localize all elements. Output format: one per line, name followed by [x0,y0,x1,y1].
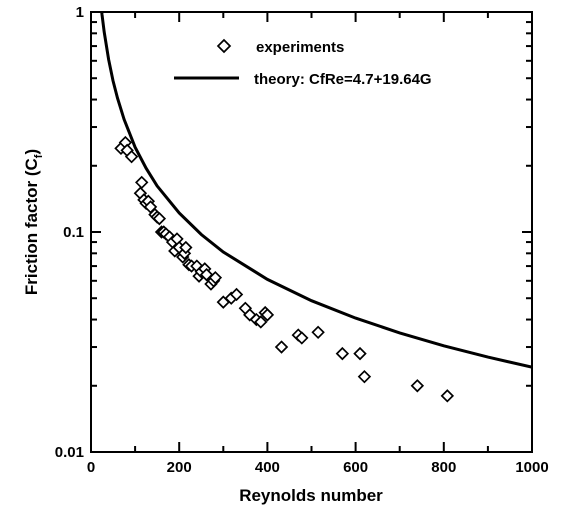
series-line-theory [100,12,532,369]
data-point-experiment [335,346,350,361]
data-point-experiment [208,270,223,285]
data-point-experiment [357,369,372,384]
y-axis-title-subscript: f [33,154,45,158]
data-point-experiment [135,175,149,190]
x-tick-label: 0 [87,459,95,476]
y-tick-label: 0.1 [63,224,84,241]
x-axis-title: Reynolds number [239,486,383,505]
y-tick-label: 1 [76,4,84,21]
data-point-experiment [260,308,275,322]
legend-label-experiments: experiments [256,39,344,56]
data-point-experiment [124,149,139,164]
legend: experiments theory: CfRe=4.7+19.64G [174,38,432,88]
plot-frame [90,11,533,453]
x-tick-label: 600 [343,459,368,476]
tick-labels: 0 200 400 600 800 1000 0.01 0.1 1 [55,4,549,476]
data-point-experiment [311,325,325,340]
y-tick-label: 0.01 [55,444,84,461]
data-point-experiment [229,287,244,302]
y-axis-title: Friction factor (Cf) [22,149,45,295]
series-markers-experiments [114,135,455,403]
x-tick-label: 800 [431,459,456,476]
legend-marker-experiments [216,38,232,54]
x-tick-label: 200 [167,459,192,476]
y-axis-title-close: ) [22,149,41,155]
data-point-experiment [179,240,193,255]
data-point-experiment [295,331,309,345]
data-point-experiment [152,211,167,226]
data-point-experiment [440,389,455,403]
data-point-experiment [254,315,268,329]
legend-label-theory: theory: CfRe=4.7+19.64G [254,71,432,88]
x-tick-label: 400 [255,459,280,476]
data-point-experiment [353,346,367,361]
data-point-experiment [410,379,425,393]
data-point-experiment [274,340,289,354]
y-axis-title-main: Friction factor (C [22,158,41,295]
x-tick-label: 1000 [515,459,548,476]
